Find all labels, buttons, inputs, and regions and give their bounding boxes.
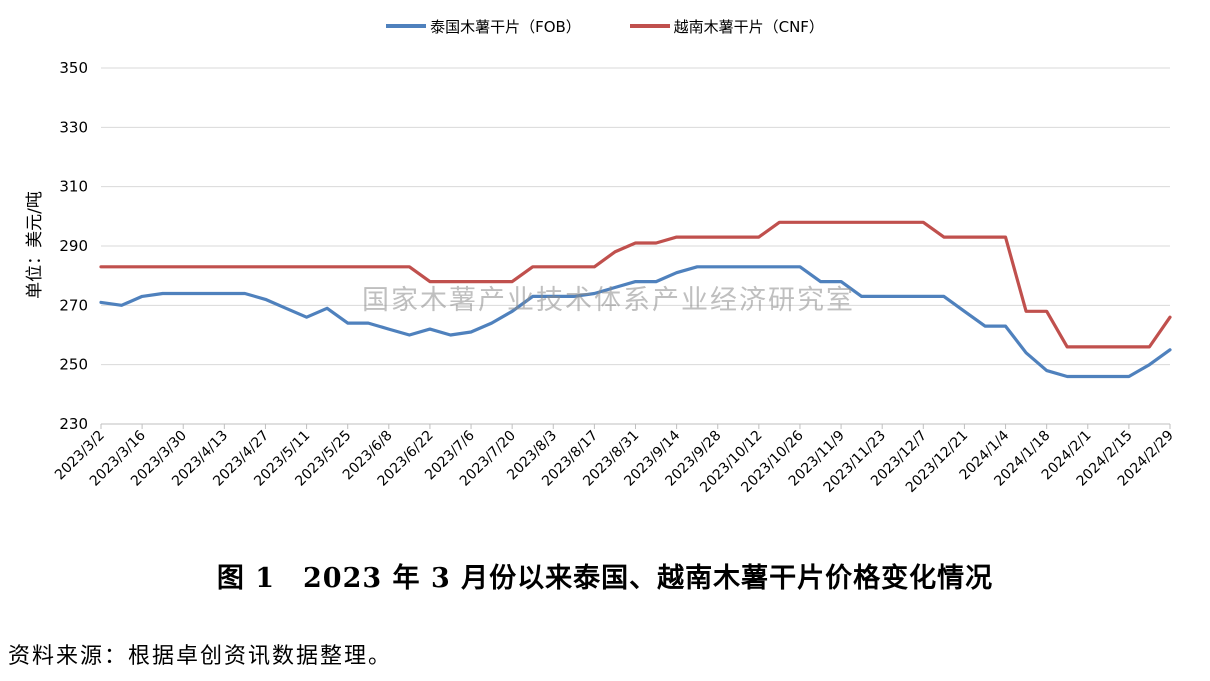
series-lines bbox=[99, 220, 1172, 379]
legend-item-vietnam: 越南木薯干片（CNF） bbox=[629, 16, 824, 37]
figure-caption: 图 1 2023 年 3 月份以来泰国、越南木薯干片价格变化情况 bbox=[216, 563, 994, 594]
y-tick-label: 350 bbox=[59, 59, 88, 77]
legend-item-thailand: 泰国木薯干片（FOB） bbox=[386, 16, 581, 37]
legend: 泰国木薯干片（FOB） 越南木薯干片（CNF） bbox=[0, 14, 1210, 37]
legend-label-thailand: 泰国木薯干片（FOB） bbox=[430, 17, 581, 36]
series-line-vietnam bbox=[99, 220, 1172, 349]
x-axis-ticks: 2023/3/22023/3/162023/3/302023/4/132023/… bbox=[52, 424, 1177, 496]
watermark-text: 国家木薯产业技术体系产业经济研究室 bbox=[362, 285, 855, 316]
y-tick-label: 290 bbox=[59, 237, 88, 255]
y-tick-label: 330 bbox=[59, 118, 88, 136]
y-tick-label: 250 bbox=[59, 356, 88, 374]
y-axis-ticks: 230 250 270 290 310 330 350 bbox=[59, 59, 88, 433]
legend-swatch-vietnam bbox=[629, 24, 670, 28]
gridlines bbox=[101, 67, 1170, 425]
y-axis-title: 单位：美元/吨 bbox=[25, 191, 45, 299]
y-tick-label: 310 bbox=[59, 178, 88, 196]
legend-label-vietnam: 越南木薯干片（CNF） bbox=[673, 17, 824, 36]
y-tick-label: 270 bbox=[59, 296, 88, 314]
y-tick-label: 230 bbox=[59, 415, 88, 433]
legend-swatch-thailand bbox=[386, 24, 427, 28]
series-line-thailand bbox=[99, 265, 1172, 379]
source-note: 资料来源：根据卓创资讯数据整理。 bbox=[8, 644, 393, 669]
price-line-chart: 230 250 270 290 310 330 350 2023/3/22023/3/162… bbox=[25, 59, 1177, 496]
